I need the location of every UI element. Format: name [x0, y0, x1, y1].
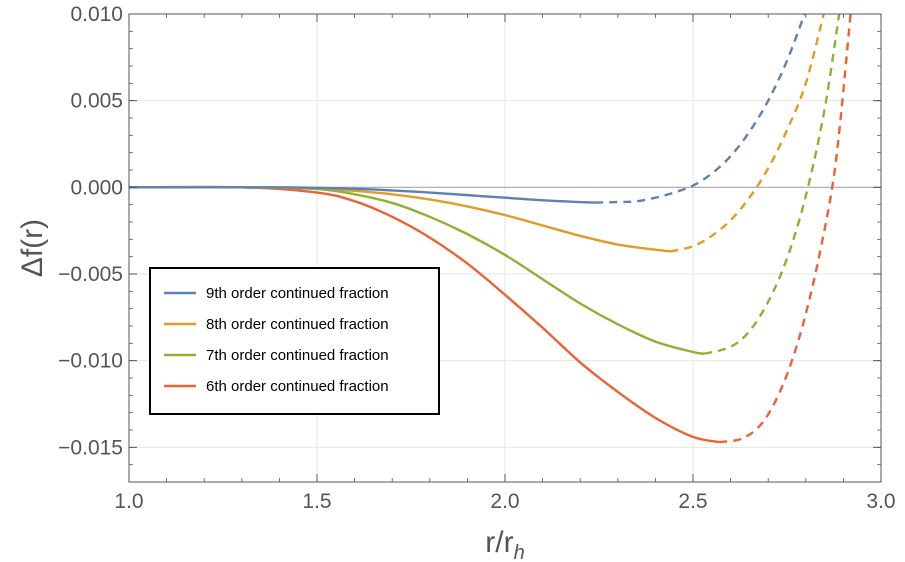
- legend-label: 6th order continued fraction: [206, 378, 389, 395]
- series-line-dashed-3: [719, 14, 852, 444]
- series-layer: [129, 14, 852, 444]
- x-tick-label: 1.0: [114, 490, 143, 513]
- x-tick-label: 1.5: [302, 490, 331, 513]
- y-tick-label: 0.005: [70, 90, 123, 113]
- y-axis-title: Δf(r): [16, 219, 49, 277]
- y-tick-label: −0.010: [58, 350, 123, 373]
- legend-label: 8th order continued fraction: [206, 316, 389, 333]
- y-tick-label: 0.010: [70, 3, 123, 26]
- legend: 9th order continued fraction 8th order co…: [149, 267, 440, 415]
- legend-label: 9th order continued fraction: [206, 285, 389, 302]
- tick-labels: 1.0 1.5 2.0 2.5 3.0 0.010 0.005 0.000 −0.005 −0.0…: [58, 3, 895, 513]
- x-tick-label: 2.0: [490, 490, 519, 513]
- series-line-dashed-2: [703, 14, 841, 355]
- series-line-solid-3: [129, 185, 720, 444]
- x-axis-title: r/rh: [485, 526, 524, 562]
- legend-label: 7th order continued fraction: [206, 347, 389, 364]
- y-tick-label: −0.015: [58, 436, 123, 459]
- y-tick-label: 0.000: [70, 176, 123, 199]
- ticks: [128, 13, 882, 483]
- x-tick-label: 3.0: [866, 490, 895, 513]
- x-tick-label: 2.5: [678, 490, 707, 513]
- legend-box: [149, 267, 440, 415]
- y-tick-label: −0.005: [58, 263, 123, 286]
- series-line-dashed-1: [670, 14, 825, 253]
- series-line-solid-0: [129, 186, 596, 204]
